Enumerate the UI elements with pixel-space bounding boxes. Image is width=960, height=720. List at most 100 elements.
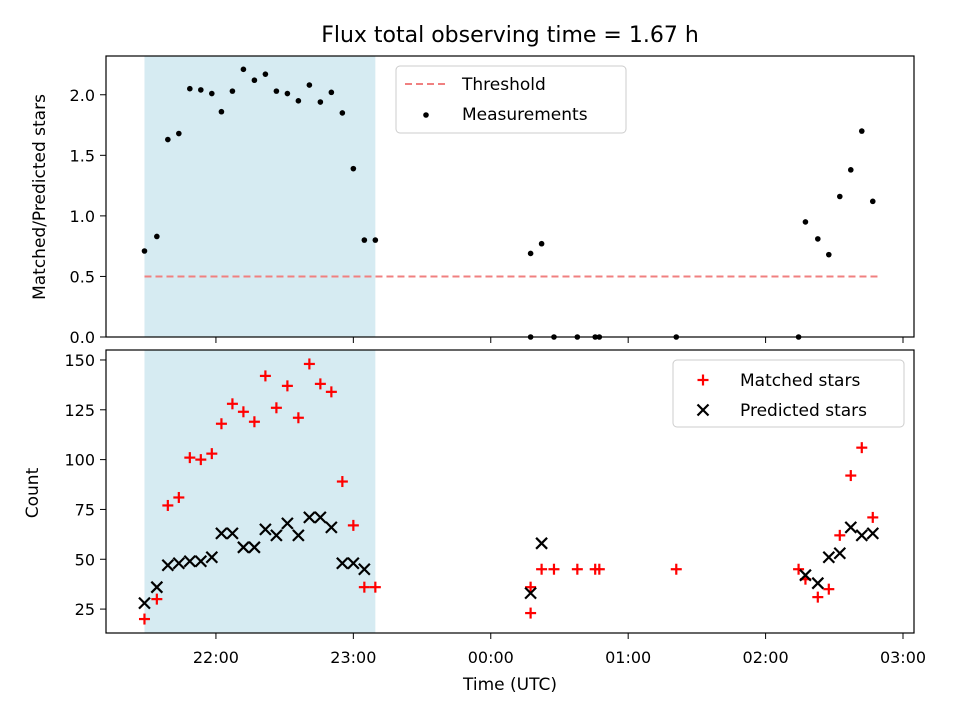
matched-star-point <box>206 448 218 460</box>
x-tick-label: 02:00 <box>743 648 789 667</box>
legend-predicted-label: Predicted stars <box>740 401 867 421</box>
matched-star-point <box>793 563 805 575</box>
predicted-star-point <box>524 586 537 600</box>
predicted-star-point <box>833 547 847 560</box>
matched-star-point <box>303 358 315 370</box>
matched-star-point <box>548 563 560 575</box>
matched-star-point <box>270 402 282 414</box>
cross-stroke <box>336 556 349 570</box>
predicted-star-point <box>161 558 175 572</box>
cross-stroke <box>172 556 186 570</box>
measurement-point <box>306 82 313 88</box>
predicted-star-point <box>799 568 812 582</box>
measurement-point <box>154 233 160 240</box>
cross-stroke <box>524 586 537 600</box>
bottom-y-tick-label: 150 <box>64 351 95 370</box>
matched-star-point <box>314 378 326 390</box>
matched-star-point <box>536 563 548 575</box>
predicted-star-point <box>303 511 316 524</box>
measurement-point <box>141 248 148 254</box>
measurement-point <box>858 128 865 134</box>
predicted-star-point <box>215 527 228 540</box>
measurement-point <box>240 66 247 73</box>
predicted-star-point <box>314 511 327 524</box>
cross-stroke <box>248 541 261 554</box>
measurement-point <box>176 130 182 137</box>
predicted-star-point <box>237 541 250 554</box>
x-tick-label: 22:00 <box>193 648 239 667</box>
top-y-tick-label: 0.0 <box>70 328 95 347</box>
legend-matched-label: Matched stars <box>740 371 860 391</box>
cross-stroke <box>855 529 869 542</box>
measurement-point <box>295 98 302 104</box>
matched-star-point <box>347 519 359 531</box>
cross-stroke <box>226 527 239 540</box>
matched-star-point <box>823 583 835 595</box>
bottom-shaded-span <box>144 350 376 633</box>
x-tick-label: 00:00 <box>468 648 514 667</box>
top-y-tick-label: 0.5 <box>70 267 95 286</box>
matched-star-point <box>358 581 370 593</box>
legend-threshold-label: Threshold <box>461 75 546 95</box>
measurement-point <box>815 236 821 242</box>
top-y-axis-label: Matched/Predicted stars <box>30 94 50 300</box>
predicted-star-point <box>172 556 186 570</box>
matched-star-point <box>162 499 174 511</box>
cross-stroke <box>696 403 710 417</box>
x-axis-label: Time (UTC) <box>462 675 557 695</box>
measurement-point <box>350 165 357 172</box>
measurement-point <box>826 251 832 258</box>
matched-star-point <box>184 452 196 464</box>
bottom-y-axis-label: Count <box>23 467 43 518</box>
matched-star-point <box>325 386 337 398</box>
measurement-point <box>836 193 843 200</box>
measurement-point <box>802 219 809 225</box>
matched-star-point <box>834 529 846 541</box>
measurement-point <box>372 237 379 243</box>
predicted-star-point <box>281 517 294 530</box>
matched-star-point <box>856 442 868 454</box>
legend-predicted-swatch <box>696 403 710 417</box>
matched-star-point <box>248 416 260 428</box>
measurement-point <box>284 90 291 97</box>
matched-star-point <box>195 454 207 466</box>
matched-star-point <box>259 370 271 382</box>
predicted-star-point <box>535 537 548 550</box>
cross-stroke <box>138 596 151 610</box>
bottom-y-tick-label: 25 <box>75 600 95 619</box>
matched-star-point <box>173 491 185 503</box>
cross-stroke <box>259 523 272 536</box>
predicted-star-point <box>292 529 305 542</box>
top-shaded-span <box>144 56 376 337</box>
predicted-star-point <box>822 550 836 564</box>
measurement-point <box>328 89 335 96</box>
predicted-star-point <box>866 527 880 540</box>
measurement-point <box>869 198 876 205</box>
matched-star-point <box>151 593 163 605</box>
cross-stroke <box>150 580 164 594</box>
cross-stroke <box>358 562 371 576</box>
measurement-point <box>209 90 215 97</box>
predicted-star-point <box>855 529 869 542</box>
bottom-legend: Matched stars Predicted stars <box>672 359 905 428</box>
matched-star-point <box>670 563 682 575</box>
bottom-axis-ticks: 25 50 75 100 125 150 22:00 23:00 00:00 01:00 02:00… <box>64 351 926 667</box>
matched-star-point <box>845 470 857 482</box>
cross-stroke <box>314 511 327 524</box>
cross-stroke <box>799 568 812 582</box>
matched-star-point <box>226 398 238 410</box>
matched-star-point <box>215 418 227 430</box>
predicted-star-point <box>183 554 197 568</box>
cross-stroke <box>183 554 197 568</box>
matched-star-point <box>867 511 879 523</box>
bottom-legend-box <box>672 359 905 428</box>
cross-stroke <box>325 521 338 534</box>
predicted-star-point <box>205 550 219 564</box>
predicted-star-point <box>259 523 272 536</box>
top-y-tick-label: 1.0 <box>70 207 95 226</box>
predicted-star-point <box>811 576 825 590</box>
cross-stroke <box>866 527 880 540</box>
measurement-point <box>187 85 193 92</box>
bottom-y-tick-label: 100 <box>64 451 95 470</box>
top-axis-ticks: 0.0 0.5 1.0 1.5 2.0 <box>70 86 904 347</box>
